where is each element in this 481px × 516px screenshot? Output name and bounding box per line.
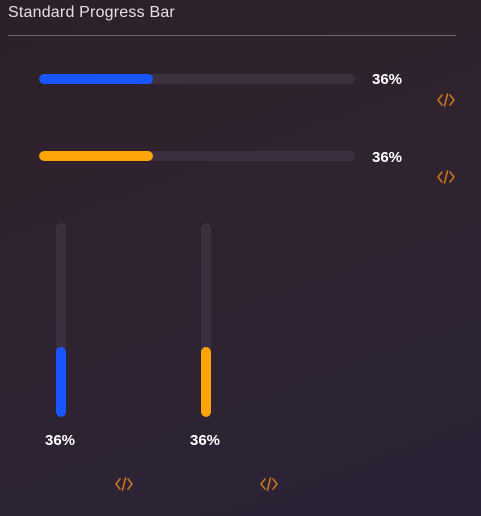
progress-fill bbox=[201, 347, 211, 417]
progress-percent-label: 36% bbox=[45, 432, 76, 449]
progress-bar-horizontal-blue bbox=[39, 74, 355, 84]
title-divider bbox=[8, 35, 456, 36]
progress-fill bbox=[56, 347, 66, 417]
progress-bar-horizontal-orange bbox=[39, 151, 355, 161]
page-title: Standard Progress Bar bbox=[8, 4, 175, 21]
progress-percent-label: 36% bbox=[372, 71, 403, 88]
code-icon[interactable] bbox=[437, 170, 455, 184]
progress-percent-label: 36% bbox=[372, 149, 403, 166]
progress-fill bbox=[39, 151, 153, 161]
progress-percent-label: 36% bbox=[190, 432, 221, 449]
code-icon[interactable] bbox=[260, 477, 278, 491]
code-icon[interactable] bbox=[437, 93, 455, 107]
progress-bar-vertical-blue bbox=[56, 223, 66, 417]
progress-fill bbox=[39, 74, 153, 84]
code-icon[interactable] bbox=[115, 477, 133, 491]
progress-bar-vertical-orange bbox=[201, 223, 211, 417]
